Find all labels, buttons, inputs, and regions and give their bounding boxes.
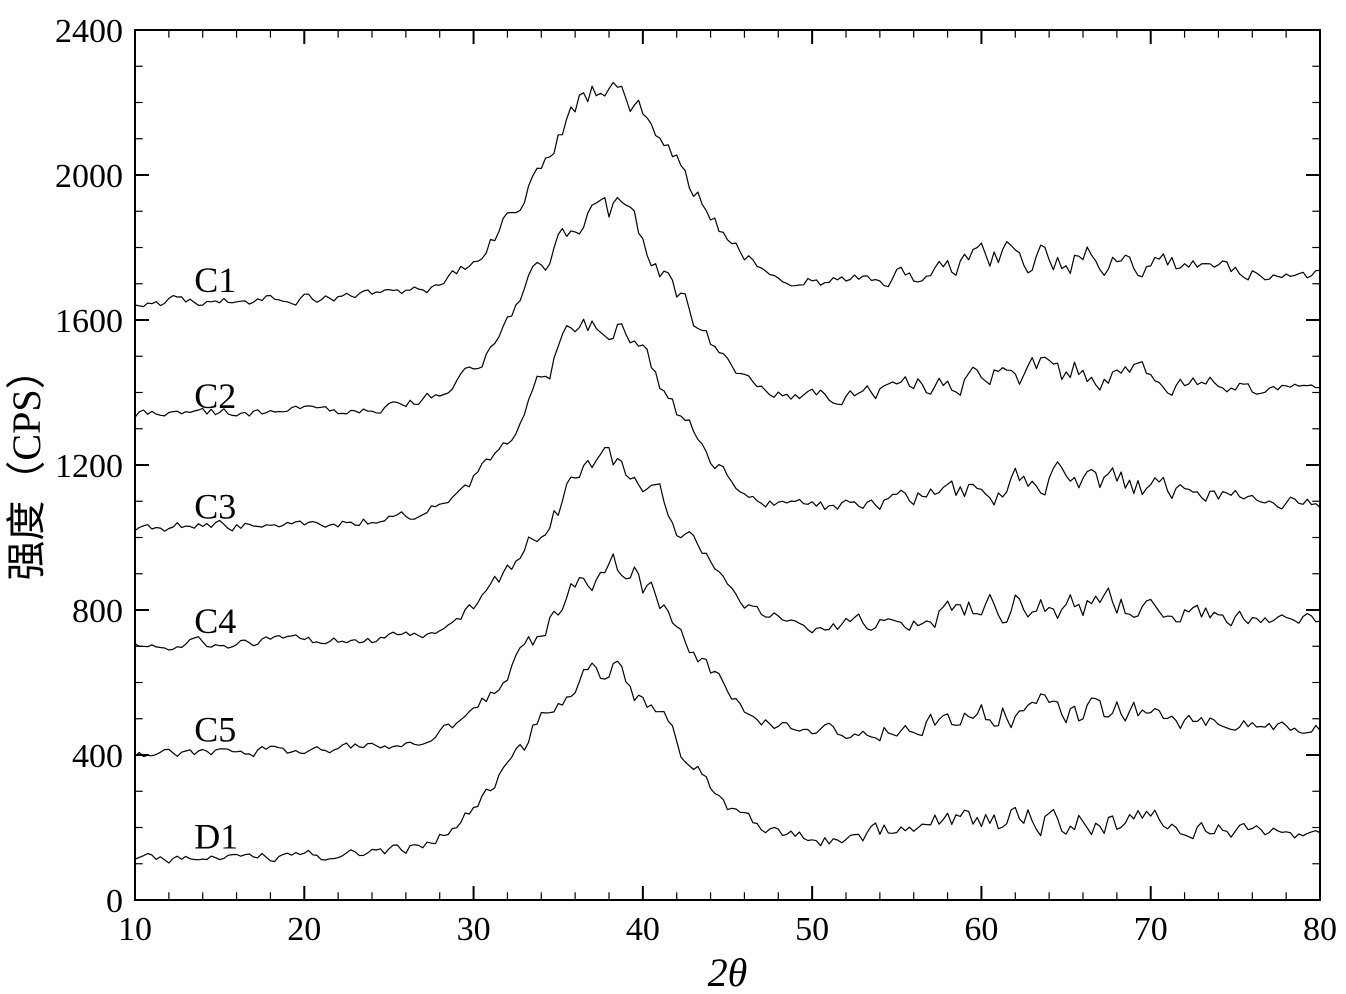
x-tick-label: 40	[626, 911, 660, 948]
y-tick-label: 1200	[55, 448, 123, 485]
series-label-C2: C2	[194, 376, 236, 416]
y-tick-label: 2400	[55, 13, 123, 50]
y-tick-label: 1600	[55, 303, 123, 340]
x-tick-label: 60	[964, 911, 998, 948]
x-axis-title: 2θ	[708, 950, 748, 994]
chart-svg: 102030405060708004008001200160020002400C…	[0, 0, 1346, 994]
y-tick-label: 800	[72, 593, 123, 630]
x-tick-label: 10	[118, 911, 152, 948]
series-label-D1: D1	[194, 816, 238, 856]
y-tick-label: 0	[106, 883, 123, 920]
series-label-C3: C3	[194, 487, 236, 527]
x-tick-label: 80	[1303, 911, 1337, 948]
y-axis-title: 强度（CPS）	[4, 349, 49, 580]
x-tick-label: 20	[287, 911, 321, 948]
x-tick-label: 70	[1134, 911, 1168, 948]
xrd-chart: 102030405060708004008001200160020002400C…	[0, 0, 1346, 994]
y-tick-label: 2000	[55, 158, 123, 195]
series-label-C4: C4	[194, 601, 236, 641]
x-tick-label: 50	[795, 911, 829, 948]
series-label-C1: C1	[194, 260, 236, 300]
series-label-C5: C5	[194, 710, 236, 750]
y-tick-label: 400	[72, 738, 123, 775]
x-tick-label: 30	[457, 911, 491, 948]
